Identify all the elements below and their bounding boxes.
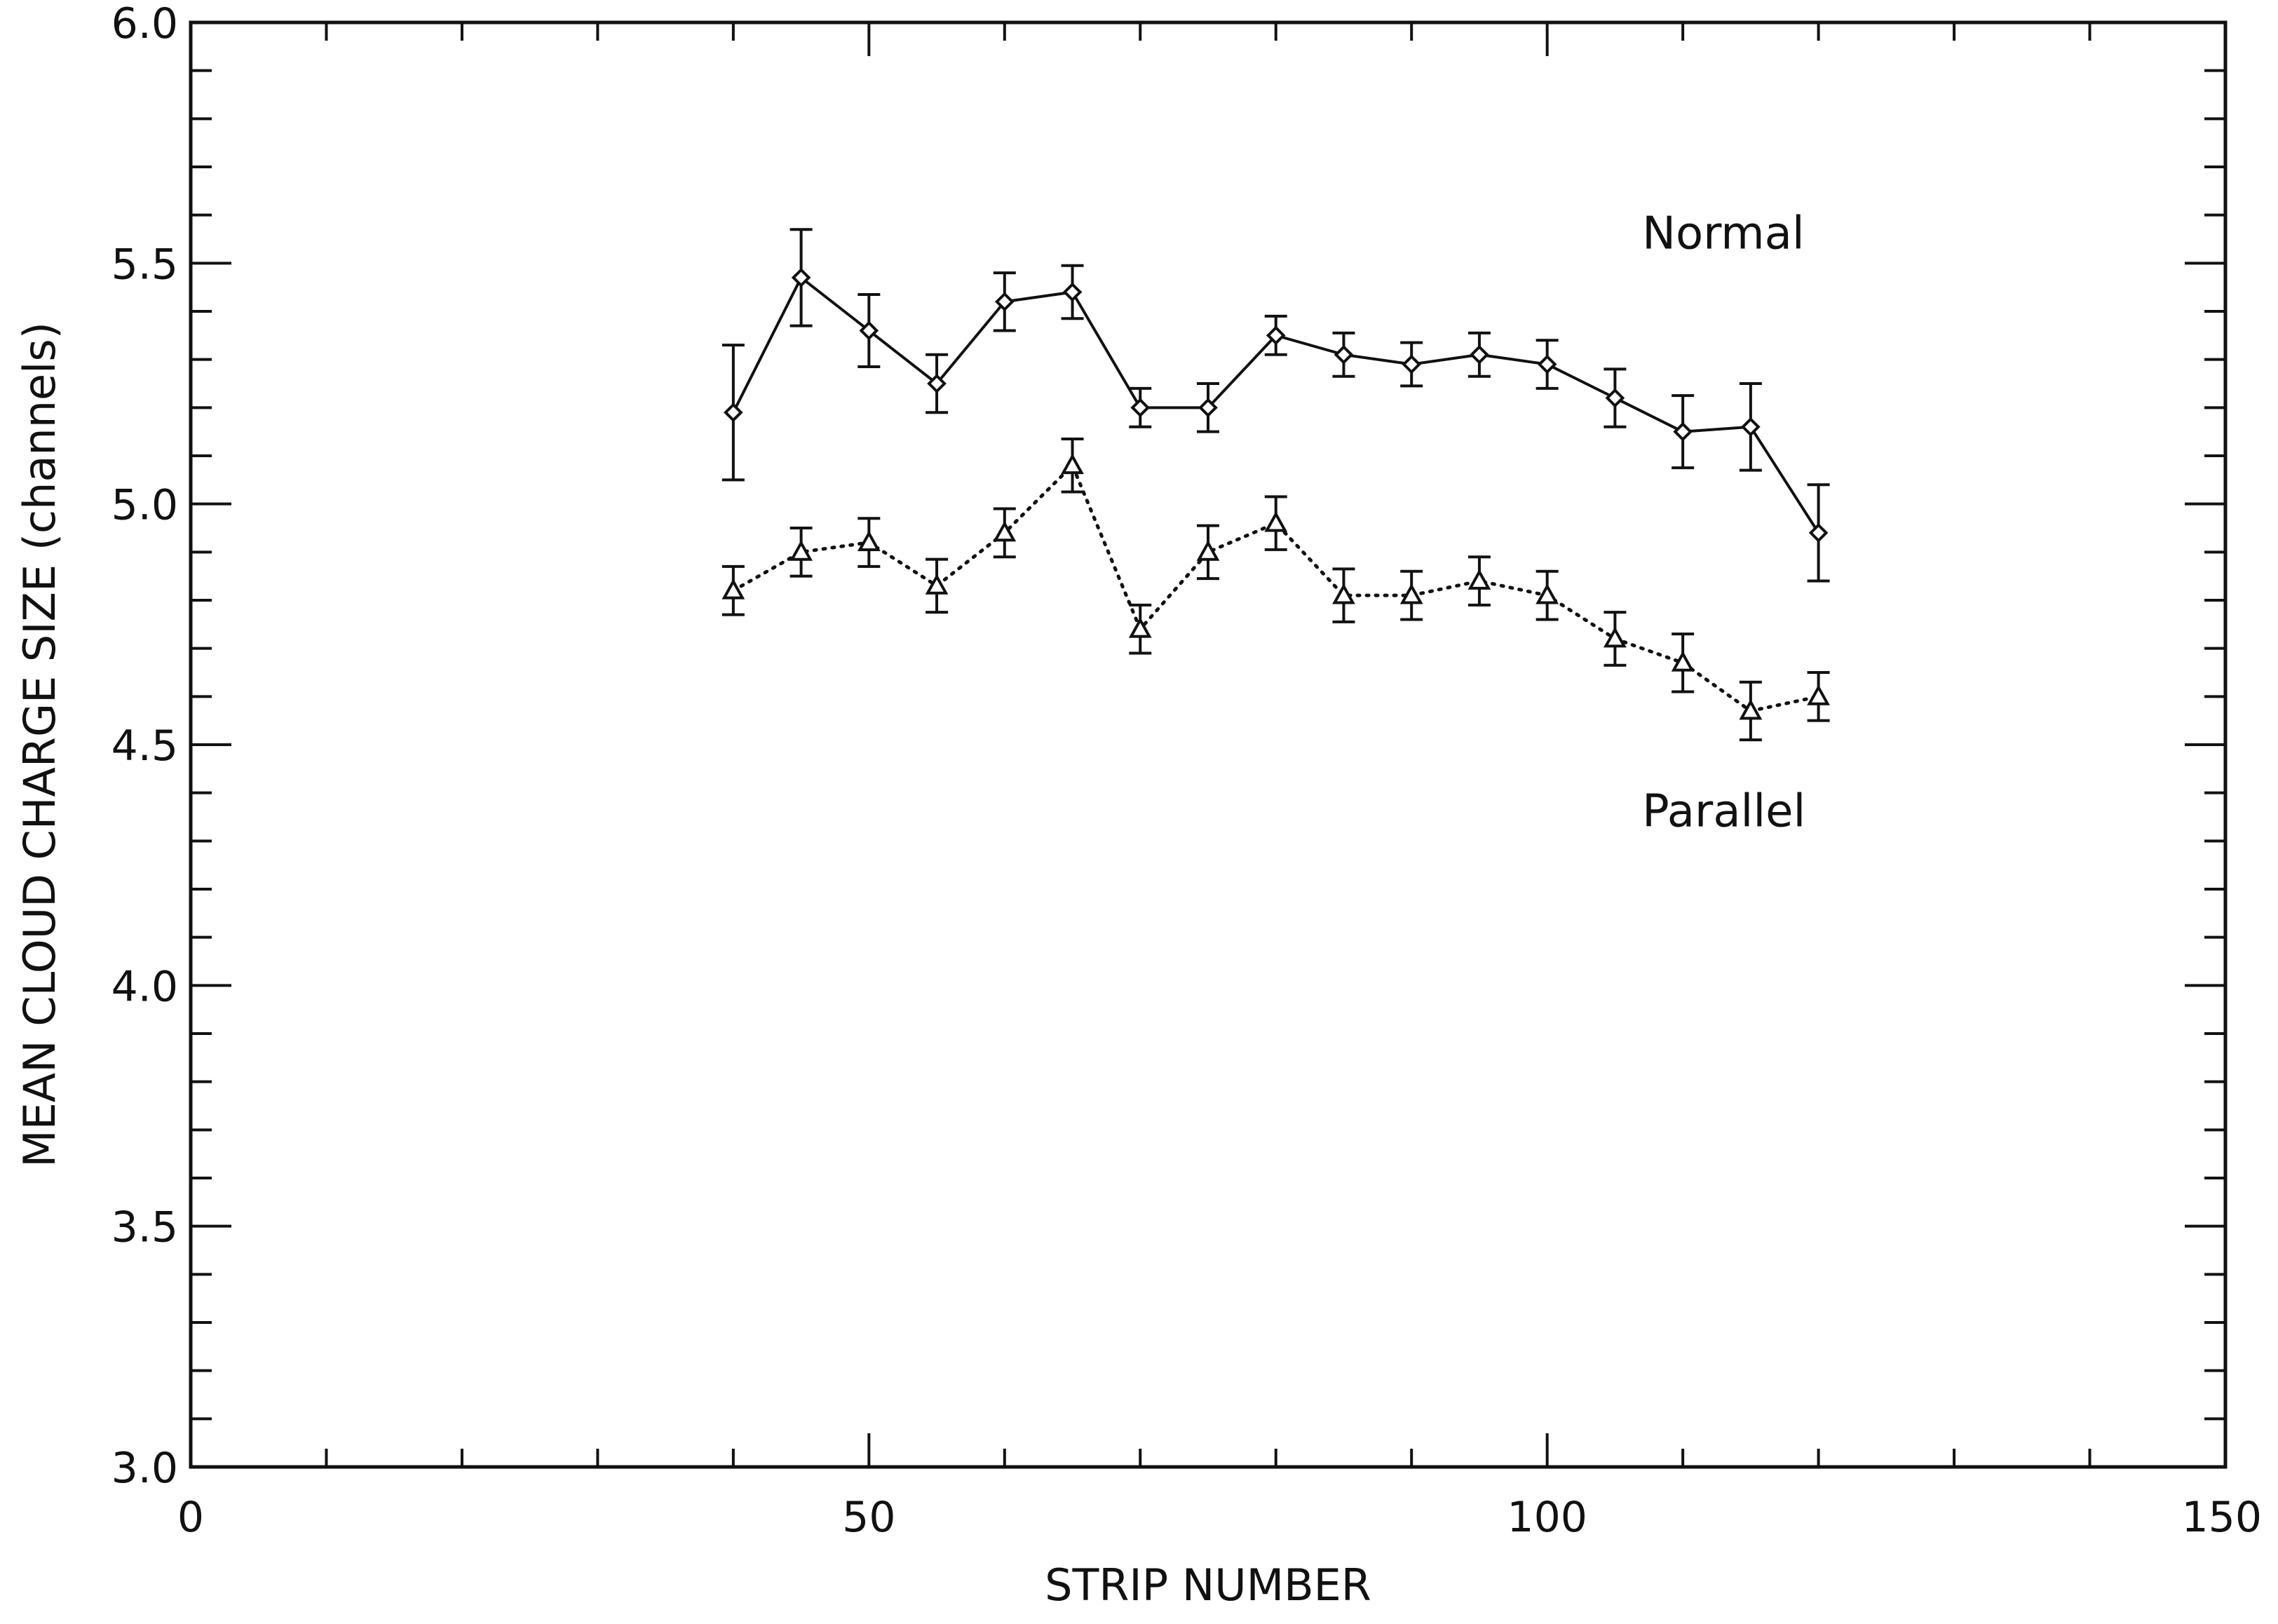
data-point — [791, 268, 811, 287]
data-point — [1671, 651, 1695, 672]
y-tick-label: 4.0 — [111, 962, 178, 1011]
data-point — [994, 292, 1015, 312]
x-tick-label: 0 — [177, 1493, 204, 1542]
data-point — [1470, 344, 1489, 365]
series-layer — [721, 228, 1830, 742]
annotation-layer: Normal Parallel — [1642, 208, 1805, 838]
x-tick-label: 150 — [2181, 1493, 2262, 1542]
y-tick-label: 6.0 — [111, 0, 178, 48]
data-point — [1741, 417, 1761, 437]
data-point — [925, 574, 949, 595]
data-point — [1334, 344, 1354, 365]
data-point — [857, 530, 881, 551]
data-point — [993, 520, 1017, 542]
data-point — [1196, 540, 1220, 561]
ticks — [189, 21, 2227, 1468]
series-line — [731, 462, 1821, 713]
data-point — [1198, 398, 1218, 418]
data-point — [1604, 626, 1627, 648]
data-point — [1264, 511, 1288, 532]
plot-frame — [189, 20, 2228, 1469]
x-tick-label: 100 — [1507, 1493, 1587, 1542]
data-point — [1266, 325, 1286, 346]
data-point — [1399, 583, 1423, 604]
y-axis-title: MEAN CLOUD CHARGE SIZE (channels) — [14, 322, 65, 1168]
data-point — [1673, 421, 1693, 442]
data-point — [1808, 523, 1829, 543]
data-point — [1402, 354, 1422, 374]
series-annotation: Parallel — [1642, 786, 1805, 838]
x-tick-label: 50 — [842, 1493, 895, 1542]
series-parallel — [721, 437, 1830, 742]
data-point — [1807, 684, 1830, 705]
data-point — [724, 402, 743, 423]
series-normal — [721, 228, 1830, 583]
series-annotation: Normal — [1642, 208, 1805, 260]
y-tick-label: 3.0 — [111, 1444, 178, 1493]
data-point — [1467, 569, 1491, 590]
data-point — [1130, 398, 1151, 418]
tick-labels: 0 50 100 150 3.0 3.5 4.0 4.5 5.0 5.5 6.0 — [111, 0, 2262, 1542]
data-point — [789, 540, 813, 561]
data-point — [859, 320, 879, 341]
data-point — [927, 374, 947, 393]
data-point — [1537, 354, 1557, 374]
data-point — [1739, 698, 1763, 720]
data-point — [1061, 453, 1084, 475]
y-tick-label: 4.5 — [111, 722, 178, 771]
data-point — [1332, 583, 1355, 604]
data-point — [1535, 583, 1559, 604]
y-tick-label: 5.5 — [111, 240, 178, 289]
x-axis-title: STRIP NUMBER — [1045, 1559, 1371, 1611]
y-tick-label: 5.0 — [111, 481, 178, 530]
y-tick-label: 3.5 — [111, 1203, 178, 1252]
data-point — [1062, 282, 1083, 302]
data-point — [721, 578, 745, 600]
data-point — [1605, 388, 1625, 408]
data-point — [1128, 617, 1152, 638]
